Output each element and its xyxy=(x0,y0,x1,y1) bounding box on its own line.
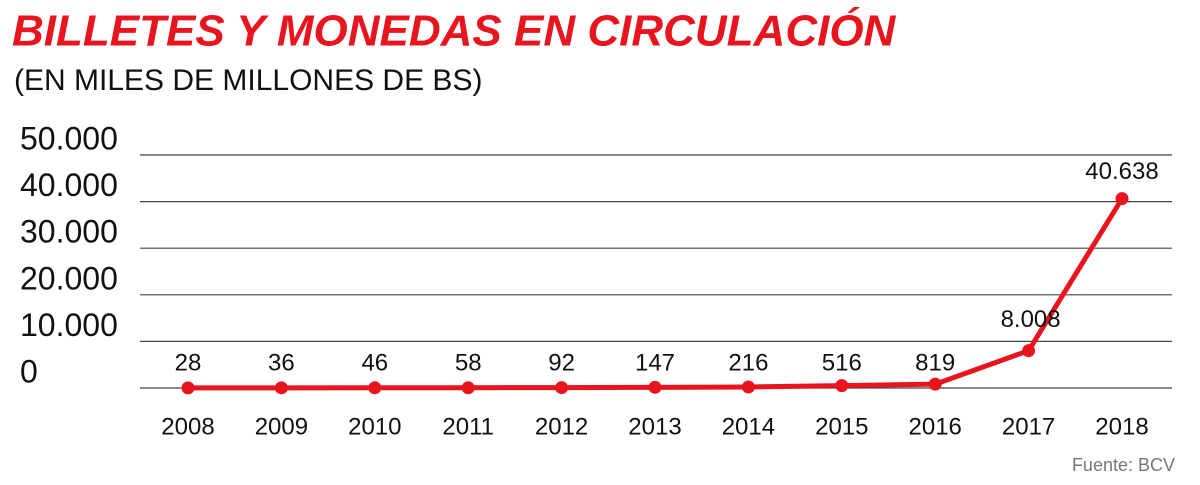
x-tick-label: 2013 xyxy=(628,413,681,440)
data-point xyxy=(1115,192,1129,206)
value-label: 92 xyxy=(548,349,575,376)
value-label: 516 xyxy=(822,349,862,376)
y-tick-label: 10.000 xyxy=(20,307,118,343)
x-tick-label: 2018 xyxy=(1095,413,1148,440)
data-point xyxy=(835,379,849,393)
data-point xyxy=(181,381,195,395)
value-label: 40.638 xyxy=(1085,158,1158,185)
y-tick-label: 50.000 xyxy=(20,120,118,156)
value-label: 36 xyxy=(268,349,295,376)
x-tick-label: 2010 xyxy=(348,413,401,440)
value-label: 8.008 xyxy=(1001,306,1061,333)
x-tick-label: 2008 xyxy=(161,413,214,440)
value-label: 147 xyxy=(635,349,675,376)
value-label: 46 xyxy=(361,349,388,376)
data-point xyxy=(461,381,475,395)
x-tick-label: 2016 xyxy=(909,413,962,440)
data-point xyxy=(741,380,755,394)
data-point xyxy=(368,381,382,395)
chart-title: BILLETES Y MONEDAS EN CIRCULACIÓN xyxy=(12,6,897,56)
y-tick-label: 30.000 xyxy=(20,214,118,250)
x-tick-label: 2015 xyxy=(815,413,868,440)
data-point xyxy=(555,381,569,395)
value-label: 28 xyxy=(175,349,202,376)
source-note: Fuente: BCV xyxy=(1072,455,1175,475)
x-tick-label: 2009 xyxy=(255,413,308,440)
data-point xyxy=(274,381,288,395)
y-tick-label: 40.000 xyxy=(20,167,118,203)
value-label: 58 xyxy=(455,349,482,376)
value-label: 216 xyxy=(728,349,768,376)
data-point xyxy=(928,377,942,391)
x-tick-label: 2014 xyxy=(722,413,775,440)
chart-subtitle: (EN MILES DE MILLONES DE BS) xyxy=(14,64,482,97)
y-tick-label: 0 xyxy=(20,353,38,389)
data-point xyxy=(648,380,662,394)
data-point xyxy=(1022,344,1036,358)
x-tick-label: 2011 xyxy=(442,413,494,440)
x-tick-label: 2017 xyxy=(1002,413,1055,440)
value-label: 819 xyxy=(915,349,955,376)
y-tick-label: 20.000 xyxy=(20,260,118,296)
x-tick-label: 2012 xyxy=(535,413,588,440)
